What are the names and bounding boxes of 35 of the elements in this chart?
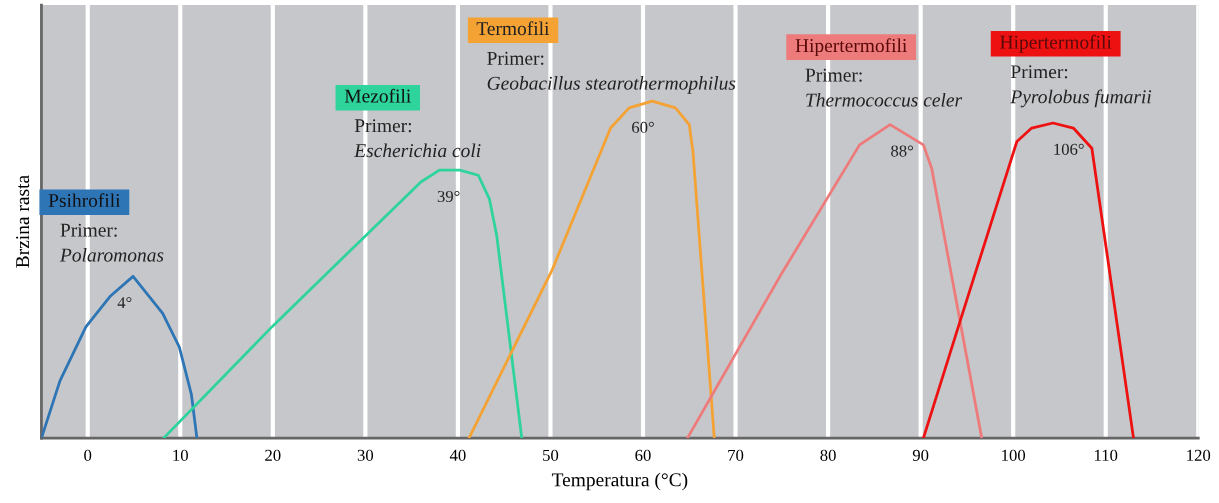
annotation: Escherichia coli — [354, 143, 481, 158]
annotation: Polaromonas — [59, 247, 164, 262]
text: Primer: — [805, 68, 862, 82]
x-tick-label: 30 — [357, 449, 374, 461]
x-tick-label: 110 — [1095, 449, 1118, 461]
annotation: 88° — [891, 145, 913, 157]
x-tick-label: 40 — [449, 449, 466, 461]
text: Hipertermofili — [1000, 34, 1112, 53]
x-tick-label: 10 — [173, 449, 188, 461]
text: Primer: — [1010, 65, 1068, 79]
annotation: Primer: — [60, 223, 117, 237]
x-tick-label: 60 — [635, 449, 651, 461]
text: Hipertermofili — [795, 38, 907, 57]
annotation: Primer: — [354, 119, 411, 133]
x-tick-label: 70 — [728, 449, 744, 461]
text: Termofili — [476, 21, 550, 36]
text: Mezofili — [344, 88, 411, 103]
x-tick-label: 50 — [543, 449, 559, 461]
text: Geobacillus stearothermophilus — [487, 76, 736, 94]
x-tick-label: 100 — [1002, 449, 1026, 461]
text: Primer: — [487, 51, 544, 65]
x-axis-title: Temperatura (°C) — [551, 472, 688, 491]
annotation: 60° — [632, 121, 654, 134]
x-tick-label: 80 — [820, 449, 836, 461]
text: Psihrofili — [48, 193, 121, 208]
x-tick-label: 20 — [265, 449, 281, 461]
annotation: Thermococcus celer — [806, 92, 963, 107]
x-tick-label: 0 — [84, 449, 92, 461]
annotation: 106° — [1054, 143, 1084, 155]
annotation: 39° — [437, 190, 460, 203]
annotation: Pyrolobus fumarii — [1010, 89, 1152, 108]
annotation: 4° — [117, 297, 132, 309]
y-axis-title: Brzina rasta — [16, 175, 30, 268]
x-tick-label: 120 — [1187, 449, 1211, 461]
x-tick-label: 90 — [912, 449, 929, 461]
